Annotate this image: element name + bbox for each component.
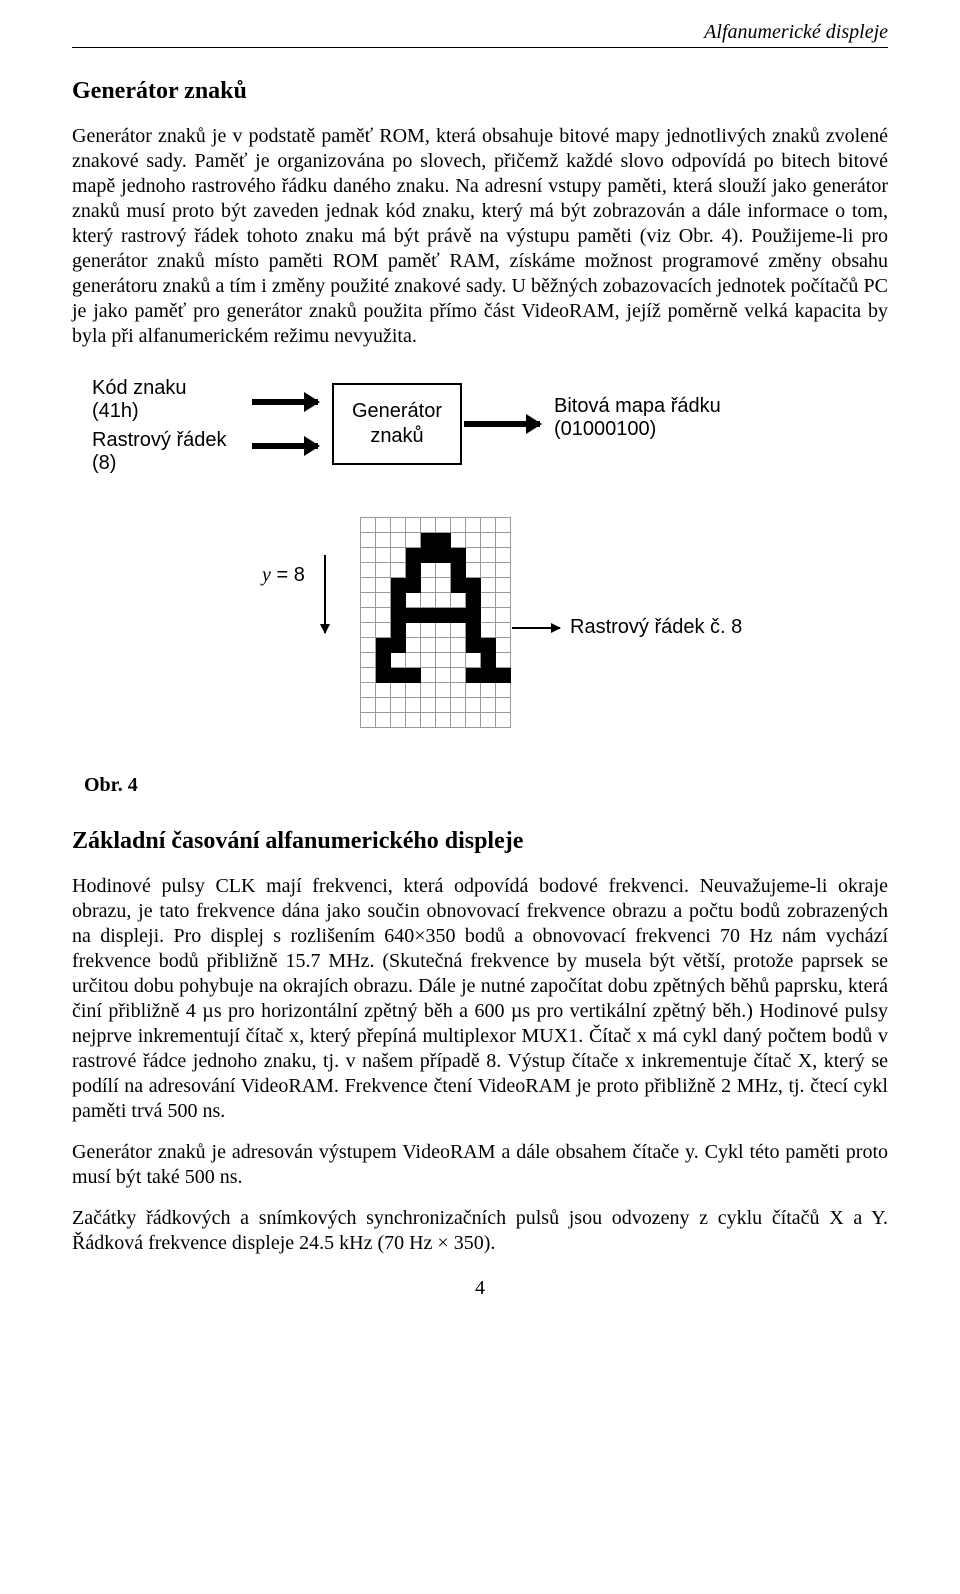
fig-arrow-in2 xyxy=(252,443,318,449)
section2-para3: Začátky řádkových a snímkových synchroni… xyxy=(72,1206,888,1256)
section1-paragraph: Generátor znaků je v podstatě paměť ROM,… xyxy=(72,124,888,349)
fig-input1-l1: Kód znaku xyxy=(92,377,257,400)
fig-output-labels: Bitová mapa řádku (01000100) xyxy=(554,395,721,441)
fig-y8-eq: = 8 xyxy=(276,564,304,586)
fig-arrow-out xyxy=(464,421,540,427)
fig-y8-var: y xyxy=(262,564,271,586)
section2-para2: Generátor znaků je adresován výstupem Vi… xyxy=(72,1140,888,1190)
fig-input2-l1: Rastrový řádek xyxy=(92,429,257,452)
figure-caption: Obr. 4 xyxy=(84,773,888,798)
fig-input1-l2: (41h) xyxy=(92,400,257,423)
fig-arrow-in1 xyxy=(252,399,318,405)
fig-genbox-l1: Generátor xyxy=(334,399,460,424)
fig-genbox-l2: znaků xyxy=(334,424,460,449)
fig-raster-row-label: Rastrový řádek č. 8 xyxy=(570,615,742,640)
fig-output-l2: (01000100) xyxy=(554,418,721,441)
fig-bitmap xyxy=(360,517,511,728)
fig-arrow-y xyxy=(324,555,326,633)
section1-heading: Generátor znaků xyxy=(72,76,888,106)
fig-genbox: Generátor znaků xyxy=(332,383,462,465)
fig-y8-label: y = 8 xyxy=(262,563,305,588)
fig-input2-l2: (8) xyxy=(92,452,257,475)
running-header: Alfanumerické displeje xyxy=(72,20,888,45)
fig-bitmap-grid xyxy=(360,517,511,728)
section2-heading: Základní časování alfanumerického disple… xyxy=(72,826,888,856)
header-rule xyxy=(72,47,888,48)
section2-para1: Hodinové pulsy CLK mají frekvenci, která… xyxy=(72,874,888,1124)
figure-4: Kód znaku (41h) Rastrový řádek (8) Gener… xyxy=(72,377,888,737)
fig-arrow-row xyxy=(512,627,560,629)
fig-output-l1: Bitová mapa řádku xyxy=(554,395,721,418)
page-number: 4 xyxy=(72,1276,888,1301)
fig-input-labels: Kód znaku (41h) Rastrový řádek (8) xyxy=(92,377,257,475)
